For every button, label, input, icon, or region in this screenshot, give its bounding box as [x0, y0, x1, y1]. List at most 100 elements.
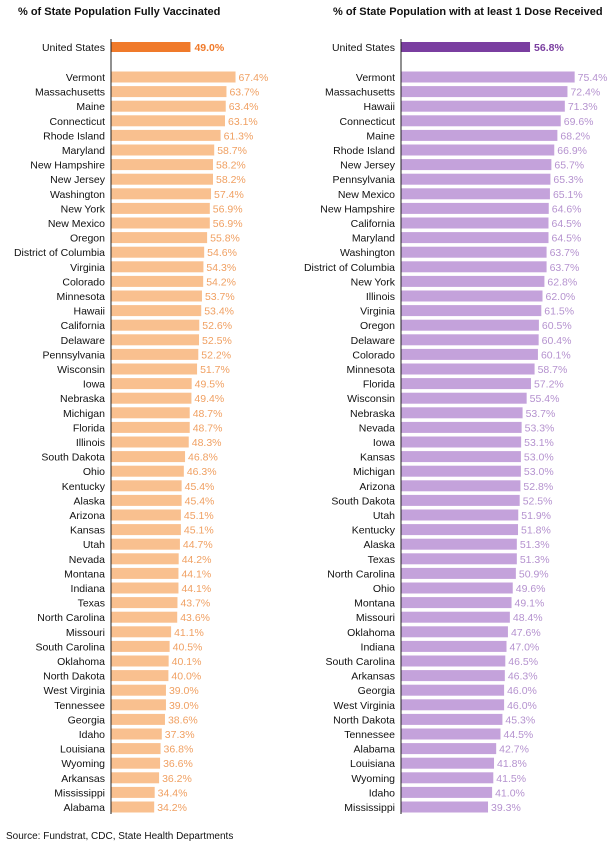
bar-north-carolina	[401, 567, 516, 579]
right-chart-title: % of State Population with at least 1 Do…	[333, 6, 603, 18]
bar-label-colorado: Colorado	[62, 276, 105, 288]
bar-delaware	[111, 334, 200, 346]
bar-value-pennsylvania: 65.3%	[553, 174, 583, 186]
bar-label-indiana: Indiana	[71, 583, 106, 595]
bar-label-iowa: Iowa	[373, 437, 395, 449]
bar-value-florida: 48.7%	[193, 422, 223, 434]
bar-florida	[401, 378, 531, 390]
bar-value-new-jersey: 65.7%	[554, 160, 584, 172]
bar-iowa	[401, 436, 522, 448]
bar-value-mississippi: 39.3%	[491, 802, 521, 814]
bar-value-florida: 57.2%	[534, 379, 564, 391]
bar-label-new-mexico: New Mexico	[338, 189, 395, 201]
bar-hawaii	[111, 305, 202, 317]
bar-washington	[401, 246, 547, 258]
bar-label-tennessee: Tennessee	[344, 729, 395, 741]
bar-massachusetts	[401, 86, 568, 98]
bar-label-utah: Utah	[373, 510, 395, 522]
bar-value-ohio: 46.3%	[187, 466, 217, 478]
bar-south-carolina	[401, 655, 506, 667]
bar-value-california: 52.6%	[202, 320, 232, 332]
bar-value-texas: 43.7%	[180, 598, 210, 610]
bar-value-kansas: 45.1%	[184, 525, 214, 537]
bar-pennsylvania	[401, 173, 551, 185]
bar-label-hawaii: Hawaii	[73, 306, 105, 318]
bar-north-dakota	[111, 670, 169, 682]
bar-value-louisiana: 41.8%	[497, 758, 527, 770]
bar-virginia	[401, 305, 542, 317]
bar-value-iowa: 49.5%	[195, 379, 225, 391]
bar-maine	[111, 100, 226, 112]
bar-value-minnesota: 53.7%	[205, 291, 235, 303]
bar-california	[111, 319, 200, 331]
source-note: Source: Fundstrat, CDC, State Health Dep…	[6, 831, 233, 842]
bar-value-maryland: 64.5%	[552, 233, 582, 245]
bar-label-pennsylvania: Pennsylvania	[333, 174, 396, 186]
bar-label-maine: Maine	[76, 101, 105, 113]
bar-label-nebraska: Nebraska	[60, 393, 105, 405]
bar-alabama	[401, 743, 497, 755]
bar-ohio	[111, 465, 184, 477]
bar-value-colorado: 54.2%	[206, 276, 236, 288]
bar-value-hawaii: 53.4%	[204, 306, 234, 318]
bar-label-texas: Texas	[78, 598, 105, 610]
bar-label-wyoming: Wyoming	[61, 758, 105, 770]
bar-value-south-dakota: 46.8%	[188, 452, 218, 464]
bar-indiana	[401, 640, 507, 652]
bar-value-iowa: 53.1%	[524, 437, 554, 449]
bar-value-north-carolina: 43.6%	[180, 612, 210, 624]
bar-value-pennsylvania: 52.2%	[201, 349, 231, 361]
bar-alaska	[401, 538, 517, 550]
bar-value-new-hampshire: 64.6%	[552, 203, 582, 215]
bar-idaho	[401, 786, 493, 798]
bar-label-arkansas: Arkansas	[61, 773, 105, 785]
bar-delaware	[401, 334, 539, 346]
bar-value-new-jersey: 58.2%	[216, 174, 246, 186]
bar-label-iowa: Iowa	[83, 379, 105, 391]
bar-value-wyoming: 41.5%	[496, 773, 526, 785]
bar-wisconsin	[401, 392, 527, 404]
bar-iowa	[111, 378, 192, 390]
bar-label-delaware: Delaware	[61, 335, 106, 347]
bar-label-nebraska: Nebraska	[350, 408, 395, 420]
bar-value-alabama: 42.7%	[499, 744, 529, 756]
bar-value-arizona: 45.1%	[184, 510, 214, 522]
bar-label-connecticut: Connecticut	[50, 116, 106, 128]
bar-value-delaware: 52.5%	[202, 335, 232, 347]
bar-label-kansas: Kansas	[360, 452, 395, 464]
bar-new-mexico	[111, 217, 210, 229]
bar-missouri	[401, 611, 510, 623]
bar-value-california: 64.5%	[552, 218, 582, 230]
bar-value-virginia: 61.5%	[544, 306, 574, 318]
bar-louisiana	[401, 757, 495, 769]
bar-illinois	[401, 290, 543, 302]
bar-label-north-carolina: North Carolina	[327, 568, 395, 580]
bar-value-idaho: 41.0%	[495, 787, 525, 799]
bar-arizona	[401, 480, 521, 492]
bar-virginia	[111, 261, 204, 273]
bar-value-oklahoma: 40.1%	[172, 656, 202, 668]
bar-value-michigan: 48.7%	[193, 408, 223, 420]
bar-value-connecticut: 69.6%	[564, 116, 594, 128]
bar-value-south-carolina: 40.5%	[173, 641, 203, 653]
right-bar-chart: United States 56.8% Vermont 75.4% Massachuse…	[304, 39, 607, 814]
bar-value-montana: 49.1%	[515, 598, 545, 610]
bar-maryland	[401, 232, 549, 244]
bar-district-of-columbia	[111, 246, 205, 258]
bar-value-idaho: 37.3%	[165, 729, 195, 741]
bar-label-new-hampshire: New Hampshire	[320, 203, 395, 215]
bar-michigan	[401, 465, 521, 477]
bar-label-arkansas: Arkansas	[351, 671, 395, 683]
bar-label-california: California	[61, 320, 106, 332]
bar-value-arkansas: 36.2%	[162, 773, 192, 785]
bar-label-wisconsin: Wisconsin	[347, 393, 395, 405]
bar-kentucky	[401, 524, 519, 536]
bar-massachusetts	[111, 86, 227, 98]
bar-label-north-dakota: North Dakota	[333, 714, 395, 726]
bar-label-maryland: Maryland	[62, 145, 105, 157]
bar-value-alaska: 51.3%	[520, 539, 550, 551]
bar-south-dakota	[111, 451, 186, 463]
bar-label-delaware: Delaware	[351, 335, 396, 347]
bar-indiana	[111, 582, 179, 594]
